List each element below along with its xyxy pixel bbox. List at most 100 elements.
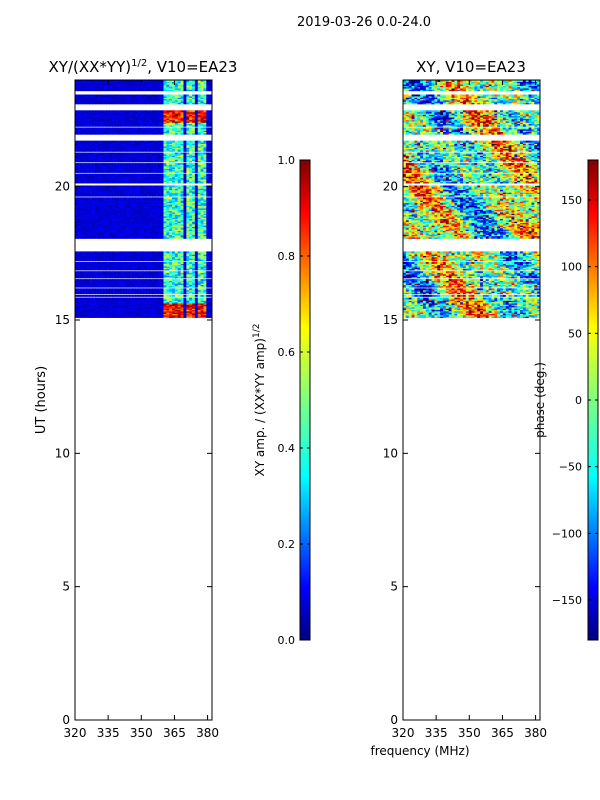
amplitude-heatmap-cell [103, 205, 107, 208]
amplitude-heatmap-cell [120, 271, 125, 274]
amplitude-heatmap-cell [86, 300, 90, 303]
amplitude-heatmap-cell [129, 178, 133, 181]
amplitude-heatmap-cell [86, 230, 90, 233]
amplitude-heatmap-cell [166, 312, 170, 314]
amplitude-heatmap-cell [120, 202, 125, 205]
amplitude-heatmap-cell [192, 309, 196, 312]
amplitude-heatmap-cell [134, 156, 139, 159]
amplitude-heatmap-cell [80, 251, 85, 254]
amplitude-heatmap-cell [83, 177, 88, 180]
amplitude-heatmap-cell [109, 297, 113, 300]
amplitude-heatmap-cell [92, 210, 96, 213]
amplitude-heatmap-cell [200, 285, 205, 288]
amplitude-heatmap-cell [143, 227, 147, 230]
amplitude-heatmap-cell [114, 306, 119, 309]
amplitude-heatmap-cell [80, 181, 85, 184]
amplitude-heatmap-cell [206, 180, 210, 183]
amplitude-heatmap-cell [103, 231, 107, 234]
amplitude-heatmap-cell [126, 268, 130, 271]
amplitude-heatmap-cell [143, 259, 147, 262]
amplitude-heatmap-cell [89, 169, 93, 172]
amplitude-heatmap-cell [143, 256, 147, 259]
amplitude-heatmap-cell [143, 176, 147, 179]
amplitude-heatmap-cell [166, 300, 170, 303]
amplitude-heatmap-cell [100, 304, 105, 307]
amplitude-heatmap-cell [103, 189, 107, 192]
amplitude-heatmap-cell [77, 306, 82, 309]
amplitude-heatmap-cell [186, 265, 190, 268]
amplitude-heatmap-cell [83, 289, 88, 292]
amplitude-heatmap-cell [149, 206, 153, 209]
amplitude-heatmap-cell [140, 259, 145, 262]
amplitude-heatmap-cell [154, 258, 159, 260]
amplitude-heatmap-cell [112, 209, 116, 212]
amplitude-heatmap-cell [126, 232, 130, 235]
amplitude-heatmap-cell [143, 181, 147, 184]
amplitude-heatmap-cell [200, 300, 205, 303]
amplitude-heatmap-cell [189, 312, 193, 314]
amplitude-heatmap-cell [126, 205, 130, 208]
amplitude-heatmap-cell [120, 194, 125, 197]
amplitude-heatmap-cell [86, 189, 90, 192]
amplitude-heatmap-cell [206, 160, 210, 163]
amplitude-heatmap-cell [197, 190, 202, 193]
amplitude-heatmap-cell [194, 218, 199, 221]
amplitude-heatmap-cell [154, 218, 159, 221]
amplitude-heatmap-cell [183, 215, 187, 218]
amplitude-heatmap-cell [177, 258, 182, 260]
amplitude-heatmap-cell [154, 314, 159, 317]
amplitude-heatmap-cell [152, 268, 156, 271]
amplitude-heatmap-cell [157, 173, 162, 176]
amplitude-heatmap-cell [169, 279, 173, 282]
amplitude-heatmap-cell [129, 227, 133, 230]
amplitude-heatmap-cell [75, 252, 79, 255]
amplitude-heatmap-cell [106, 165, 110, 168]
amplitude-heatmap-cell [123, 221, 127, 223]
amplitude-heatmap-cell [92, 160, 96, 163]
amplitude-heatmap-cell [97, 272, 102, 275]
amplitude-heatmap-cell [94, 298, 99, 301]
amplitude-heatmap-cell [77, 297, 82, 300]
amplitude-heatmap-cell [132, 189, 136, 192]
amplitude-heatmap-cell [89, 234, 93, 237]
amplitude-heatmap-cell [129, 230, 133, 233]
amplitude-heatmap-cell [140, 300, 145, 303]
amplitude-heatmap-cell [97, 190, 102, 193]
amplitude-heatmap-cell [174, 198, 179, 201]
amplitude-heatmap-cell [100, 181, 105, 184]
amplitude-heatmap-cell [152, 201, 156, 204]
amplitude-heatmap-cell [192, 258, 196, 260]
amplitude-heatmap-cell [134, 235, 139, 238]
amplitude-heatmap-cell [75, 219, 79, 222]
amplitude-heatmap-cell [197, 281, 202, 284]
amplitude-heatmap-cell [120, 298, 125, 301]
amplitude-heatmap-cell [83, 215, 88, 218]
amplitude-heatmap-cell [117, 316, 122, 318]
amplitude-heatmap-cell [189, 267, 193, 270]
amplitude-heatmap-cell [97, 169, 102, 172]
amplitude-heatmap-cell [152, 309, 156, 312]
amplitude-heatmap-cell [92, 256, 96, 259]
amplitude-heatmap-cell [143, 209, 147, 212]
amplitude-heatmap-cell [209, 225, 212, 227]
amplitude-heatmap-cell [174, 301, 179, 304]
amplitude-heatmap-cell [197, 155, 202, 158]
amplitude-heatmap-cell [86, 201, 90, 204]
amplitude-heatmap-cell [106, 199, 110, 202]
amplitude-heatmap-cell [114, 279, 119, 282]
amplitude-heatmap-cell [134, 268, 139, 271]
amplitude-heatmap-cell [194, 264, 199, 267]
amplitude-heatmap-cell [186, 218, 190, 221]
amplitude-heatmap-cell [174, 178, 179, 181]
amplitude-heatmap-cell [154, 181, 159, 184]
amplitude-heatmap-cell [160, 169, 165, 172]
amplitude-heatmap-cell [200, 259, 205, 262]
amplitude-heatmap-cell [112, 265, 116, 268]
amplitude-heatmap-cell [83, 226, 88, 229]
amplitude-heatmap-cell [80, 152, 85, 155]
amplitude-heatmap-cell [146, 164, 150, 167]
amplitude-heatmap-cell [154, 316, 159, 318]
amplitude-heatmap-cell [203, 302, 207, 305]
amplitude-heatmap-cell [197, 194, 202, 197]
amplitude-heatmap-cell [86, 178, 90, 181]
